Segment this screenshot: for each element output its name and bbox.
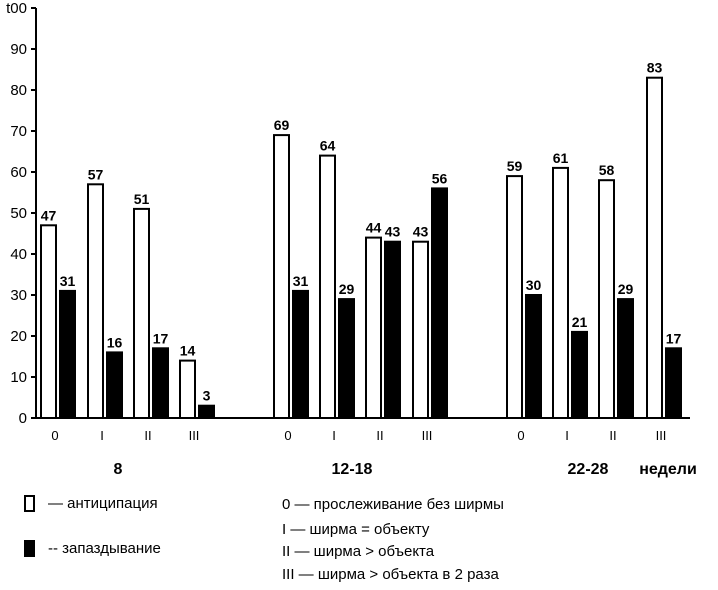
- category-key-3: III — ширма > объекта в 2 раза: [282, 566, 499, 583]
- data-label-delay: 21: [572, 314, 588, 330]
- data-label-anticipation: 61: [553, 150, 569, 166]
- bar-anticipation: [365, 236, 382, 419]
- data-label-delay: 31: [60, 273, 76, 289]
- data-label-delay: 16: [107, 334, 123, 350]
- group-label: 8: [114, 461, 123, 478]
- data-label-delay: 17: [153, 330, 169, 346]
- y-tick-label: 30: [10, 287, 27, 304]
- data-label-delay: 31: [293, 273, 309, 289]
- category-label: III: [656, 428, 667, 443]
- y-tick-label: t00: [6, 0, 27, 17]
- category-key-1: I — ширма = объекту: [282, 521, 430, 538]
- bar-anticipation: [273, 134, 290, 419]
- data-label-anticipation: 58: [599, 162, 615, 178]
- bar-delay: [152, 347, 169, 419]
- category-label: II: [376, 428, 383, 443]
- bar-anticipation: [133, 207, 150, 419]
- data-label-anticipation: 69: [274, 117, 290, 133]
- bar-delay: [292, 289, 309, 419]
- bar-anticipation: [412, 240, 429, 419]
- bar-delay: [617, 298, 634, 420]
- data-label-anticipation: 14: [180, 343, 196, 359]
- category-label: II: [609, 428, 616, 443]
- data-label-delay: 29: [618, 281, 634, 297]
- data-label-anticipation: 83: [647, 60, 663, 76]
- category-label: III: [189, 428, 200, 443]
- category-label: 0: [517, 428, 524, 443]
- y-tick-label: 60: [10, 164, 27, 181]
- category-label: 0: [51, 428, 58, 443]
- data-label-delay: 56: [432, 170, 448, 186]
- legend-label-delay: -- запаздывание: [48, 540, 161, 557]
- bar-anticipation: [40, 224, 57, 419]
- y-tick-label: 0: [19, 410, 27, 427]
- y-tick-label: 10: [10, 369, 27, 386]
- data-label-anticipation: 64: [320, 138, 336, 154]
- bar-delay: [106, 351, 123, 419]
- data-label-delay: 29: [339, 281, 355, 297]
- axis-unit-label: недели: [639, 461, 697, 478]
- bar-anticipation: [506, 175, 523, 419]
- data-label-delay: 30: [526, 277, 542, 293]
- category-label: III: [422, 428, 433, 443]
- data-label-anticipation: 51: [134, 191, 150, 207]
- category-label: II: [144, 428, 151, 443]
- category-label: I: [100, 428, 104, 443]
- bar-delay: [525, 294, 542, 419]
- data-label-delay: 17: [666, 330, 682, 346]
- bar-anticipation: [598, 179, 615, 419]
- category-label: 0: [284, 428, 291, 443]
- data-label-delay: 43: [385, 224, 401, 240]
- y-tick-label: 40: [10, 246, 27, 263]
- bar-anticipation: [87, 183, 104, 419]
- legend-swatch-anticipation: [24, 495, 35, 512]
- y-tick-label: 80: [10, 82, 27, 99]
- bar-delay: [665, 347, 682, 419]
- data-label-anticipation: 59: [507, 158, 523, 174]
- bar-delay: [431, 187, 448, 419]
- data-label-anticipation: 43: [413, 224, 429, 240]
- category-key-0: 0 — прослеживание без ширмы: [282, 496, 504, 513]
- data-label-anticipation: 44: [366, 220, 382, 236]
- bar-anticipation: [552, 166, 569, 419]
- category-key-2: II — ширма > объекта: [282, 543, 435, 560]
- bar-delay: [59, 289, 76, 419]
- category-label: I: [332, 428, 336, 443]
- bar-anticipation: [319, 154, 336, 419]
- y-tick-label: 70: [10, 123, 27, 140]
- legend-label-anticipation: — антиципация: [48, 495, 158, 512]
- bar-delay: [384, 240, 401, 419]
- y-tick-label: 90: [10, 41, 27, 58]
- bar-anticipation: [179, 359, 196, 420]
- data-label-anticipation: 47: [41, 207, 57, 223]
- data-label-delay: 3: [203, 388, 211, 404]
- bar-delay: [198, 404, 215, 420]
- bar-delay: [338, 298, 355, 420]
- data-label-anticipation: 57: [88, 166, 104, 182]
- bar-anticipation: [646, 76, 663, 419]
- y-tick-label: 20: [10, 328, 27, 345]
- y-tick-label: 50: [10, 205, 27, 222]
- group-label: 22-28: [568, 461, 609, 478]
- bar-delay: [571, 330, 588, 419]
- category-label: I: [565, 428, 569, 443]
- legend-swatch-delay: [24, 540, 35, 557]
- group-label: 12-18: [332, 461, 373, 478]
